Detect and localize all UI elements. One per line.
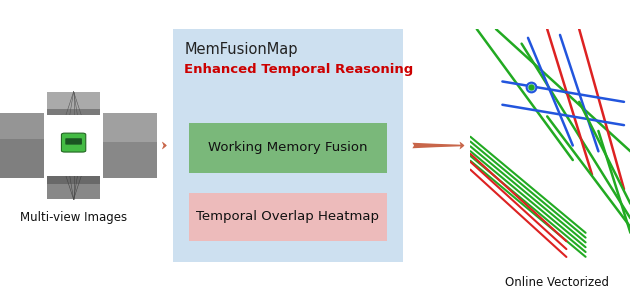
Text: MemFusionMap: MemFusionMap <box>184 42 298 57</box>
Text: Multi-view Images: Multi-view Images <box>20 211 127 224</box>
Bar <box>47 151 100 199</box>
FancyBboxPatch shape <box>189 123 387 173</box>
Bar <box>0 113 44 139</box>
Bar <box>47 92 100 109</box>
FancyBboxPatch shape <box>173 29 403 262</box>
Text: Working Memory Fusion: Working Memory Fusion <box>208 141 368 155</box>
FancyBboxPatch shape <box>189 193 387 241</box>
Bar <box>103 113 157 178</box>
FancyBboxPatch shape <box>65 138 82 145</box>
Text: Enhanced Temporal Reasoning: Enhanced Temporal Reasoning <box>184 63 413 76</box>
Bar <box>46 115 101 176</box>
Text: Temporal Overlap Heatmap: Temporal Overlap Heatmap <box>196 210 380 223</box>
Text: Online Vectorized: Online Vectorized <box>505 276 609 290</box>
Bar <box>0 113 44 178</box>
Bar <box>103 113 157 142</box>
Bar <box>47 92 100 140</box>
FancyBboxPatch shape <box>61 133 86 152</box>
Bar <box>470 29 630 262</box>
Bar <box>47 184 100 199</box>
